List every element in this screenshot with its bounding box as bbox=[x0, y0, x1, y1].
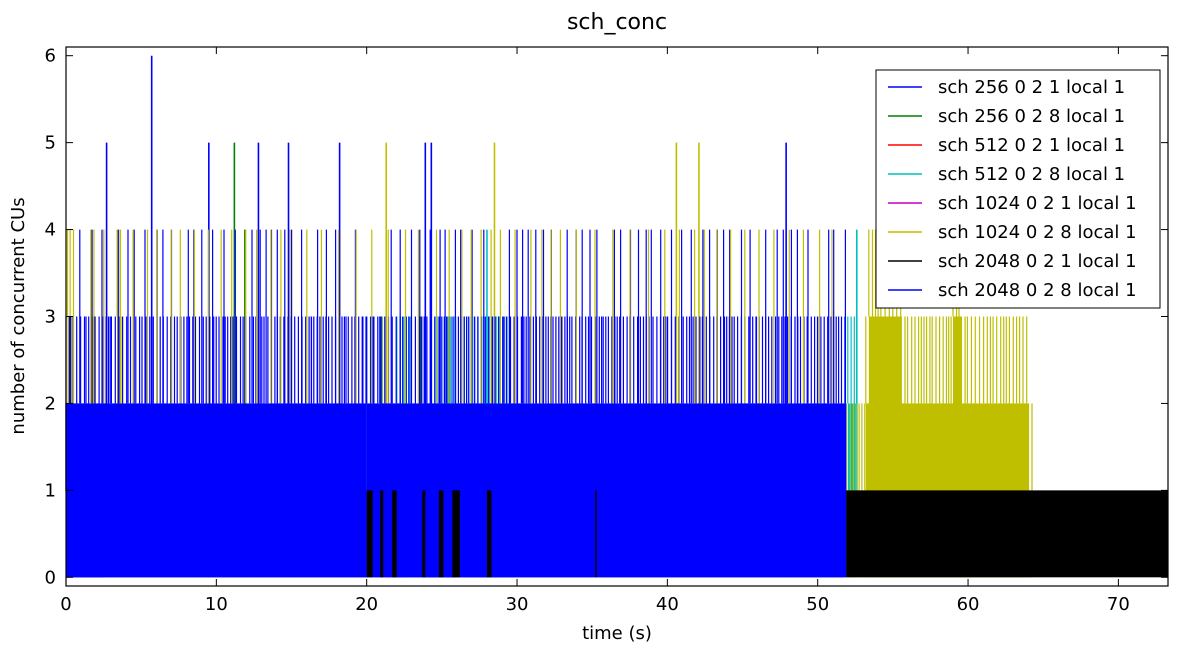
y-tick-label: 2 bbox=[45, 393, 56, 414]
x-tick-label: 0 bbox=[60, 594, 71, 615]
y-axis-label: number of concurrent CUs bbox=[8, 197, 29, 434]
series-8-band bbox=[374, 490, 847, 578]
series-7-band bbox=[380, 490, 384, 578]
x-tick-label: 20 bbox=[355, 594, 378, 615]
series-8-band bbox=[66, 403, 367, 578]
series-6-tall-spikes bbox=[72, 229, 833, 404]
legend-label: sch 256 0 2 1 local 1 bbox=[938, 77, 1125, 98]
plot-area bbox=[65, 55, 1168, 578]
x-tick-label: 60 bbox=[957, 594, 980, 615]
series-6-spikes bbox=[66, 229, 71, 317]
y-tick-label: 0 bbox=[45, 567, 56, 588]
y-tick-label: 5 bbox=[45, 133, 56, 154]
series-7-band bbox=[366, 490, 373, 578]
chart-title: sch_conc bbox=[567, 10, 667, 35]
series-8-spikes bbox=[373, 403, 845, 491]
series-7-band bbox=[438, 490, 444, 578]
legend-label: sch 512 0 2 8 local 1 bbox=[938, 164, 1125, 185]
y-tick-label: 3 bbox=[45, 307, 56, 328]
legend-label: sch 2048 0 2 1 local 1 bbox=[938, 251, 1137, 272]
legend-label: sch 1024 0 2 8 local 1 bbox=[938, 222, 1137, 243]
series-7-band bbox=[422, 490, 426, 578]
legend-label: sch 1024 0 2 1 local 1 bbox=[938, 193, 1137, 214]
x-tick-label: 40 bbox=[656, 594, 679, 615]
series-8-spikes bbox=[366, 316, 846, 404]
legend-label: sch 2048 0 2 8 local 1 bbox=[938, 280, 1137, 301]
series-7-band bbox=[392, 490, 397, 578]
y-tick-label: 6 bbox=[45, 46, 56, 67]
x-tick-label: 30 bbox=[506, 594, 529, 615]
x-tick-label: 70 bbox=[1107, 594, 1130, 615]
series-4-spikes bbox=[847, 316, 855, 404]
series-7-band bbox=[452, 490, 460, 578]
series-6-band bbox=[953, 316, 963, 578]
series-7 bbox=[366, 490, 1168, 578]
legend: sch 256 0 2 1 local 1 sch 256 0 2 8 local… bbox=[875, 69, 1161, 309]
x-tick-label: 50 bbox=[806, 594, 829, 615]
y-tick-label: 4 bbox=[45, 220, 56, 241]
x-axis-label: time (s) bbox=[582, 623, 652, 644]
y-tick-label: 1 bbox=[45, 480, 56, 501]
series-8 bbox=[65, 55, 847, 578]
legend-box bbox=[875, 69, 1161, 309]
legend-label: sch 256 0 2 8 local 1 bbox=[938, 106, 1125, 127]
legend-label: sch 512 0 2 1 local 1 bbox=[938, 135, 1125, 156]
axes: 0 10 20 30 40 50 60 70 0 1 2 3 4 5 6 bbox=[45, 46, 1169, 615]
series-7-band bbox=[486, 490, 492, 578]
series-7-band bbox=[595, 490, 597, 578]
series-7-band bbox=[846, 490, 1168, 578]
x-tick-label: 10 bbox=[205, 594, 228, 615]
